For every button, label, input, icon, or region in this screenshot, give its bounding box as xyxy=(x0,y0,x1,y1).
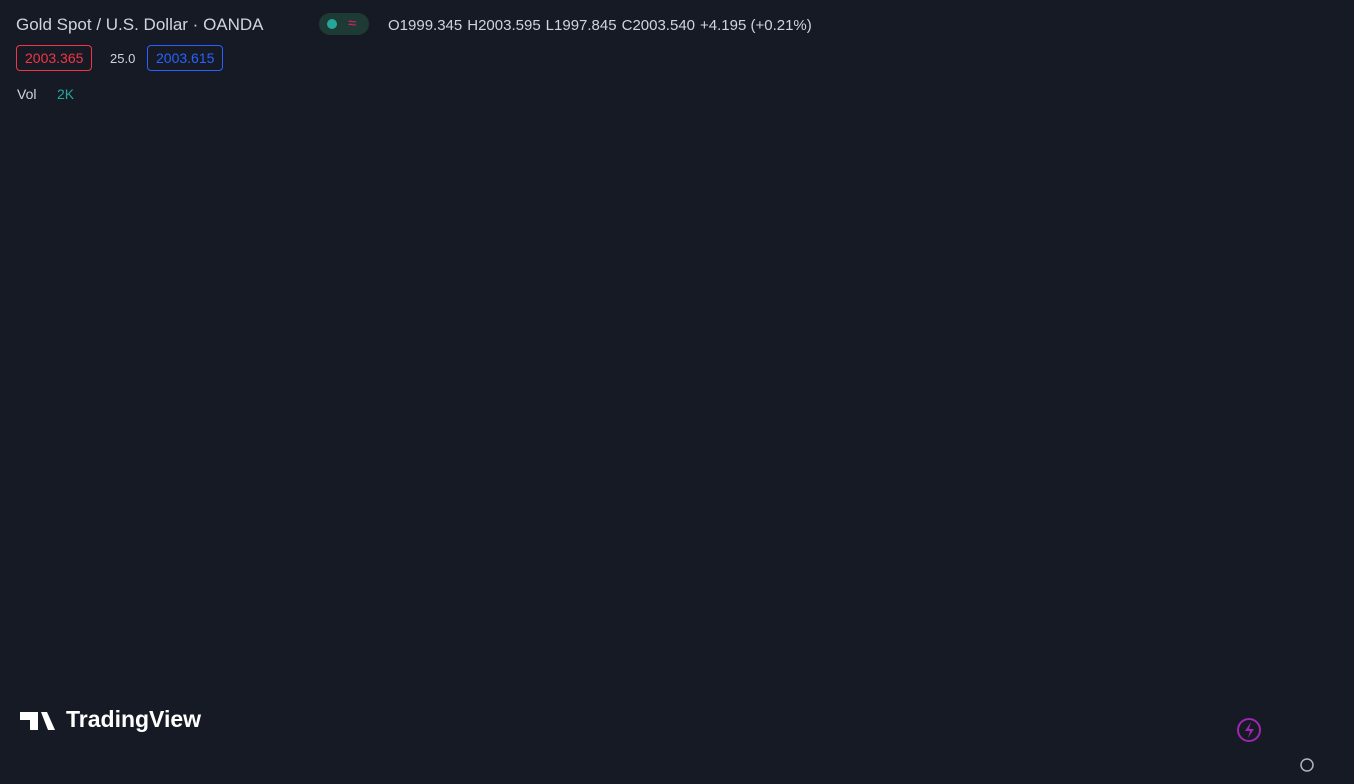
settings-icon[interactable] xyxy=(1300,758,1314,772)
ask-box[interactable]: 2003.615 xyxy=(147,45,224,71)
ohlc-label: O xyxy=(388,17,400,34)
change: +4.195 (+0.21%) xyxy=(700,17,812,34)
chart-title: Gold Spot / U.S. Dollar · OANDA xyxy=(16,15,264,34)
ohlc-header: O1999.345 H2003.595 L1997.845 C2003.540 +4.1… xyxy=(388,17,812,34)
ohlc-label: H xyxy=(467,17,479,34)
ohlc-label: L xyxy=(545,17,555,34)
status-icon: ≈ xyxy=(348,15,357,32)
status-dot xyxy=(327,19,337,29)
bid-box[interactable]: 2003.365 xyxy=(16,45,93,71)
ohlc-value: 1997.845 xyxy=(554,17,617,34)
alert-icon[interactable] xyxy=(1237,718,1261,742)
status-pill[interactable]: ≈ xyxy=(319,13,369,35)
watermark: TradingView xyxy=(20,706,201,732)
volume-label: Vol xyxy=(17,86,37,102)
watermark-text: TradingView xyxy=(66,706,201,732)
spread: 25.0 xyxy=(110,51,136,66)
ohlc-value: 2003.540 xyxy=(632,17,696,34)
ohlc-label: C xyxy=(621,17,633,34)
ohlc-value: 2003.595 xyxy=(478,17,541,34)
volume-value: 2K xyxy=(57,86,75,102)
alert-icon-bolt xyxy=(1245,722,1254,738)
ohlc-value: 1999.345 xyxy=(399,17,463,34)
